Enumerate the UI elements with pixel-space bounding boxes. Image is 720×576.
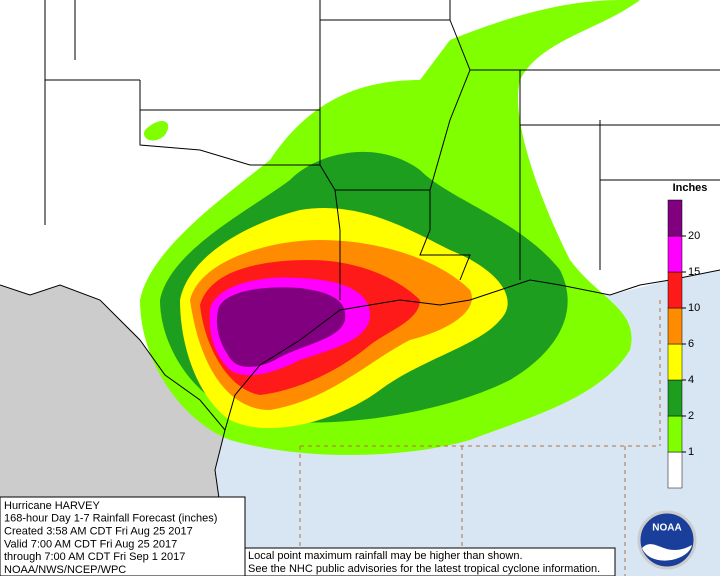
- contour-20: [216, 287, 346, 367]
- info-line: NOAA/NWS/NCEP/WPC: [4, 564, 126, 576]
- legend-tick-label: 15: [688, 266, 700, 278]
- rainfall-contours: [140, 0, 640, 455]
- info-line: Valid 7:00 AM CDT Fri Aug 25 2017: [4, 538, 177, 550]
- legend-title: Inches: [673, 182, 708, 194]
- legend-band: [667, 379, 683, 417]
- legend-tick-label: 20: [688, 230, 700, 242]
- legend-band: [667, 343, 683, 381]
- info-line: Created 3:58 AM CDT Fri Aug 25 2017: [4, 526, 193, 538]
- legend-band: [667, 307, 683, 345]
- info-line: 168-hour Day 1-7 Rainfall Forecast (inch…: [4, 513, 217, 525]
- legend-tick-label: 2: [688, 410, 694, 422]
- note-box: [244, 547, 616, 576]
- legend-tick-label: 4: [688, 374, 694, 386]
- info-box: [0, 496, 246, 576]
- logo-gull: [642, 544, 692, 561]
- note-line: Local point maximum rainfall may be high…: [248, 550, 523, 562]
- legend-band: [667, 415, 683, 453]
- legend-band: [667, 451, 683, 489]
- legend-tick-label: 10: [688, 302, 700, 314]
- legend-band: [667, 235, 683, 273]
- legend-band: [667, 271, 683, 309]
- legend-band: [667, 199, 683, 237]
- legend-tick-label: 1: [688, 446, 694, 458]
- legend: Inches 1 2 4 6 10 15 20: [667, 182, 708, 489]
- note-text: Local point maximum rainfall may be high…: [248, 550, 600, 575]
- legend-tick-label: 6: [688, 338, 694, 350]
- info-line: through 7:00 AM CDT Fri Sep 1 2017: [4, 551, 185, 563]
- info-line: Hurricane HARVEY: [4, 500, 100, 512]
- logo-label: NOAA: [652, 523, 681, 534]
- offshore-lines: [299, 300, 661, 576]
- note-line: See the NHC public advisories for the la…: [248, 563, 600, 575]
- noaa-logo: NOAA: [637, 510, 697, 570]
